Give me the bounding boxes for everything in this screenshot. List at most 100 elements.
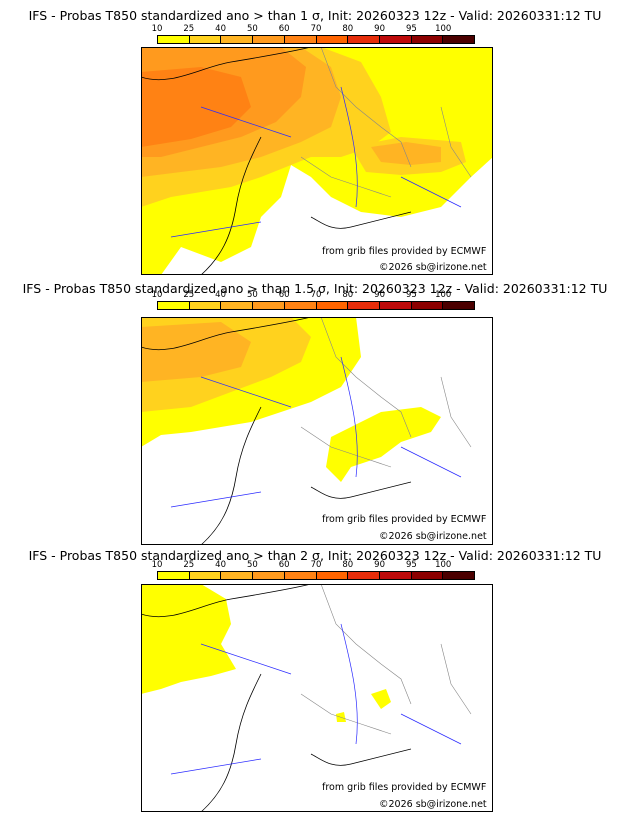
panel-2-sigma: IFS - Probas T850 standardized ano > tha… xyxy=(0,274,630,545)
colorbar-segment xyxy=(411,302,444,309)
panel-2-map-svg xyxy=(141,317,493,545)
coastline xyxy=(141,584,412,812)
colorbar-segment xyxy=(221,302,254,309)
panel-1-credit-source: from grib files provided by ECMWF xyxy=(322,246,487,257)
colorbar-level-label: 60 xyxy=(278,24,290,34)
colorbar-level-label: 10 xyxy=(151,24,163,34)
colorbar-segment xyxy=(253,302,285,309)
colorbar-level-label: 100 xyxy=(435,24,452,34)
colorbar-segment xyxy=(221,572,254,579)
colorbar-segment xyxy=(411,572,444,579)
colorbar-level-label: 90 xyxy=(374,24,386,34)
colorbar-level-label: 60 xyxy=(278,560,290,570)
colorbar-level-label: 95 xyxy=(405,24,417,34)
colorbar-segment xyxy=(348,572,380,579)
panel-2-colorbar: 10 25 40 50 60 70 80 90 95 100 xyxy=(152,290,475,311)
panel-1-map: from grib files provided by ECMWF ©2026 … xyxy=(141,47,493,275)
colorbar-segment xyxy=(443,302,475,309)
colorbar-level-label: 70 xyxy=(310,24,322,34)
colorbar-bar xyxy=(157,35,475,44)
colorbar-segment xyxy=(189,302,222,309)
colorbar-segment xyxy=(189,572,222,579)
colorbar-labels: 10 25 40 50 60 70 80 90 95 100 xyxy=(152,560,475,571)
borders xyxy=(300,584,472,735)
colorbar-level-label: 40 xyxy=(215,290,227,300)
rivers xyxy=(170,356,462,508)
colorbar-level-label: 90 xyxy=(374,560,386,570)
colorbar-segment xyxy=(411,36,444,43)
panel-3-map: from grib files provided by ECMWF ©2026 … xyxy=(141,584,493,812)
colorbar-segment xyxy=(158,36,190,43)
colorbar-labels: 10 25 40 50 60 70 80 90 95 100 xyxy=(152,24,475,35)
colorbar-segment xyxy=(158,572,190,579)
colorbar-level-label: 40 xyxy=(215,560,227,570)
colorbar-level-label: 95 xyxy=(405,290,417,300)
prob-area-60 xyxy=(141,67,251,147)
panel-3-credit-copyright: ©2026 sb@irizone.net xyxy=(379,799,487,810)
colorbar-segment xyxy=(443,36,475,43)
panel-2-credit-source: from grib files provided by ECMWF xyxy=(322,514,487,525)
prob-area-10 xyxy=(141,584,236,694)
colorbar-segment xyxy=(316,36,349,43)
colorbar-segment xyxy=(379,36,412,43)
colorbar-level-label: 100 xyxy=(435,290,452,300)
colorbar-segment xyxy=(284,302,317,309)
panel-2-credit-copyright: ©2026 sb@irizone.net xyxy=(379,531,487,542)
panel-1-title: IFS - Probas T850 standardized ano > tha… xyxy=(28,8,602,23)
borders xyxy=(300,317,472,468)
colorbar-level-label: 90 xyxy=(374,290,386,300)
colorbar-segment xyxy=(284,572,317,579)
colorbar-segment xyxy=(158,302,190,309)
colorbar-level-label: 70 xyxy=(310,290,322,300)
borders xyxy=(300,47,472,198)
colorbar-level-label: 25 xyxy=(183,290,195,300)
colorbar-level-label: 50 xyxy=(246,290,258,300)
colorbar-level-label: 80 xyxy=(342,24,354,34)
panel-1-colorbar: 10 25 40 50 60 70 80 90 95 100 xyxy=(152,24,475,45)
panel-1-credit-copyright: ©2026 sb@irizone.net xyxy=(379,262,487,273)
panel-3-credit-source: from grib files provided by ECMWF xyxy=(322,782,487,793)
panel-2-map: from grib files provided by ECMWF ©2026 … xyxy=(141,317,493,545)
colorbar-segment xyxy=(253,36,285,43)
panel-3-colorbar: 10 25 40 50 60 70 80 90 95 100 xyxy=(152,560,475,581)
colorbar-level-label: 80 xyxy=(342,290,354,300)
colorbar-level-label: 40 xyxy=(215,24,227,34)
prob-area-10b xyxy=(371,689,391,709)
rivers xyxy=(170,623,462,775)
panel-3-map-svg xyxy=(141,584,493,812)
panel-1-map-svg xyxy=(141,47,493,275)
colorbar-segment xyxy=(221,36,254,43)
colorbar-segment xyxy=(253,572,285,579)
coastline xyxy=(141,47,412,275)
colorbar-level-label: 50 xyxy=(246,560,258,570)
colorbar-bar xyxy=(157,571,475,580)
colorbar-bar xyxy=(157,301,475,310)
colorbar-segment xyxy=(379,302,412,309)
colorbar-level-label: 95 xyxy=(405,560,417,570)
prob-area-40 xyxy=(141,322,251,382)
colorbar-level-label: 50 xyxy=(246,24,258,34)
panel-2-title: IFS - Probas T850 standardized ano > tha… xyxy=(22,281,608,296)
panel-3-sigma: IFS - Probas T850 standardized ano > tha… xyxy=(0,548,630,818)
colorbar-segment xyxy=(284,36,317,43)
prob-area-40b xyxy=(371,142,441,165)
coastline xyxy=(141,317,412,545)
rivers xyxy=(170,86,462,238)
colorbar-segment xyxy=(348,302,380,309)
colorbar-level-label: 25 xyxy=(183,24,195,34)
colorbar-labels: 10 25 40 50 60 70 80 90 95 100 xyxy=(152,290,475,301)
colorbar-segment xyxy=(316,302,349,309)
prob-area-10c xyxy=(336,712,346,722)
colorbar-level-label: 60 xyxy=(278,290,290,300)
colorbar-segment xyxy=(443,572,475,579)
panel-1-sigma: IFS - Probas T850 standardized ano > tha… xyxy=(0,0,630,275)
prob-area-10b xyxy=(326,407,441,482)
colorbar-level-label: 100 xyxy=(435,560,452,570)
colorbar-level-label: 25 xyxy=(183,560,195,570)
colorbar-segment xyxy=(348,36,380,43)
panel-3-title: IFS - Probas T850 standardized ano > tha… xyxy=(28,548,602,563)
colorbar-level-label: 10 xyxy=(151,560,163,570)
colorbar-level-label: 10 xyxy=(151,290,163,300)
colorbar-segment xyxy=(379,572,412,579)
colorbar-segment xyxy=(316,572,349,579)
